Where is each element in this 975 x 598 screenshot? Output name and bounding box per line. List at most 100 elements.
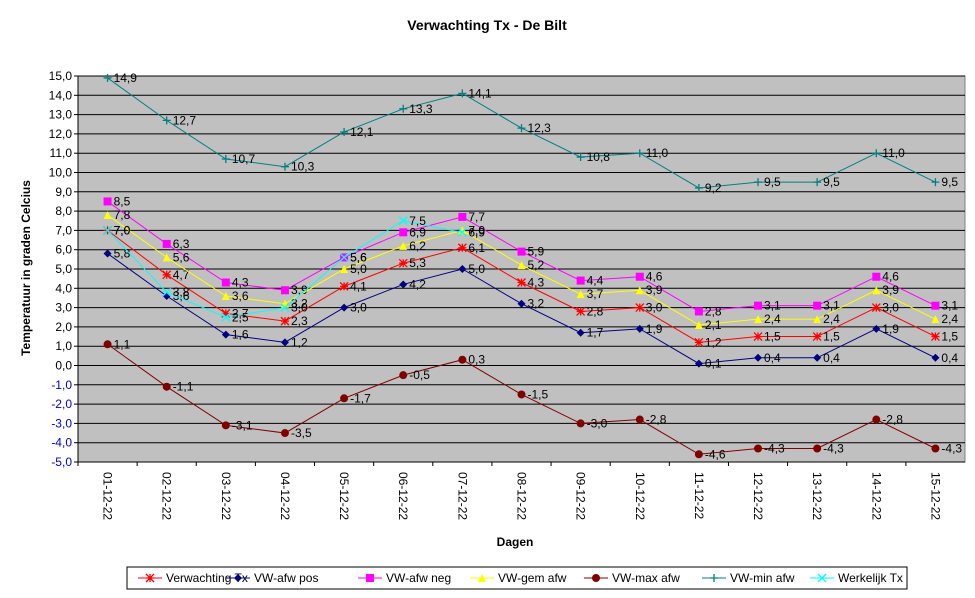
data-label: 0,3	[468, 353, 485, 367]
marker	[457, 227, 467, 237]
data-label: 2,1	[705, 318, 722, 332]
data-label: 9,5	[764, 175, 781, 189]
data-label: 6,9	[468, 225, 485, 239]
marker	[103, 210, 112, 219]
data-label: 3,2	[291, 297, 308, 311]
marker	[754, 315, 763, 324]
data-label: 4,3	[528, 276, 545, 290]
data-label: 9,2	[705, 181, 722, 195]
y-tick-label: -4,0	[51, 436, 72, 450]
marker	[517, 261, 526, 270]
marker	[517, 299, 526, 308]
y-tick-label: 9,0	[55, 185, 72, 199]
data-label: 5,6	[350, 250, 367, 264]
legend-label: Werkelijk Tx	[838, 571, 903, 585]
marker	[694, 183, 703, 192]
marker	[340, 265, 349, 273]
data-label: 12,7	[173, 113, 197, 127]
data-label: 5,0	[350, 262, 367, 276]
marker	[234, 574, 242, 582]
data-label: 1,7	[587, 326, 604, 340]
data-label: 5,9	[528, 245, 545, 259]
x-tick-label: 11-12-22	[692, 472, 706, 519]
marker	[280, 286, 289, 295]
x-tick-label: 01-12-22	[101, 472, 115, 520]
marker	[280, 303, 290, 313]
data-label: 0,4	[941, 351, 958, 365]
legend-label: VW-afw neg	[386, 571, 451, 585]
marker	[221, 278, 230, 287]
data-label: 13,3	[409, 102, 433, 116]
data-label: -0,5	[409, 368, 430, 382]
data-label: 7,0	[114, 223, 131, 237]
marker	[694, 337, 704, 347]
marker	[576, 290, 585, 299]
data-label: 10,8	[587, 150, 611, 164]
legend-box	[126, 566, 908, 590]
marker	[162, 287, 172, 297]
marker	[753, 332, 763, 342]
marker	[635, 324, 644, 333]
data-label: 3,9	[646, 283, 663, 297]
data-label: 6,9	[409, 225, 426, 239]
marker	[872, 324, 881, 333]
marker	[103, 340, 112, 349]
x-tick-label: 10-12-22	[633, 472, 647, 520]
x-tick-label: 08-12-22	[515, 472, 529, 520]
marker	[931, 353, 940, 362]
marker	[517, 390, 526, 399]
marker	[872, 415, 881, 424]
marker	[399, 371, 408, 380]
data-label: 0,4	[823, 351, 840, 365]
y-tick-label: 7,0	[55, 223, 72, 237]
data-label: 1,2	[705, 335, 722, 349]
data-label: 4,7	[173, 268, 190, 282]
data-label: 2,3	[291, 314, 308, 328]
legend-label: Verwachting Tx	[166, 571, 248, 585]
marker	[103, 225, 113, 235]
data-label: 4,4	[587, 274, 604, 288]
chart-title: Verwachting Tx - De Bilt	[407, 17, 567, 33]
data-label: 3,1	[823, 299, 840, 313]
marker	[635, 303, 645, 313]
marker	[710, 574, 718, 582]
data-label: 2,4	[941, 312, 958, 326]
data-label: 7,0	[114, 223, 131, 237]
legend-label: VW-max afw	[612, 571, 680, 585]
marker	[280, 429, 289, 438]
marker	[576, 328, 585, 337]
data-label: 3,2	[528, 297, 545, 311]
marker	[576, 419, 585, 428]
data-label: 6,1	[468, 241, 485, 255]
data-label: 1,6	[232, 328, 249, 342]
y-tick-label: 8,0	[55, 204, 72, 218]
data-label: -4,3	[941, 441, 962, 455]
marker	[694, 320, 703, 329]
marker	[280, 162, 289, 171]
data-label: 9,5	[941, 175, 958, 189]
data-label: 4,6	[882, 270, 899, 284]
data-label: 4,2	[409, 277, 426, 291]
marker	[754, 178, 763, 187]
marker	[754, 301, 763, 310]
data-label: -3,0	[587, 416, 608, 430]
data-label: 3,0	[646, 301, 663, 315]
marker	[576, 276, 585, 285]
data-label: 2,4	[764, 312, 781, 326]
marker	[103, 249, 112, 258]
marker	[162, 253, 171, 262]
marker	[872, 272, 881, 281]
marker	[813, 178, 822, 187]
x-tick-label: 12-12-22	[751, 472, 765, 520]
data-label: -4,6	[705, 447, 726, 461]
marker	[399, 241, 408, 250]
data-label: 3,1	[941, 299, 958, 313]
x-tick-label: 09-12-22	[574, 472, 588, 520]
data-label: 1,1	[114, 337, 131, 351]
data-label: 5,6	[350, 250, 367, 264]
data-label: 11,0	[882, 146, 905, 160]
marker	[931, 301, 940, 310]
marker	[872, 149, 881, 158]
marker	[576, 307, 586, 316]
